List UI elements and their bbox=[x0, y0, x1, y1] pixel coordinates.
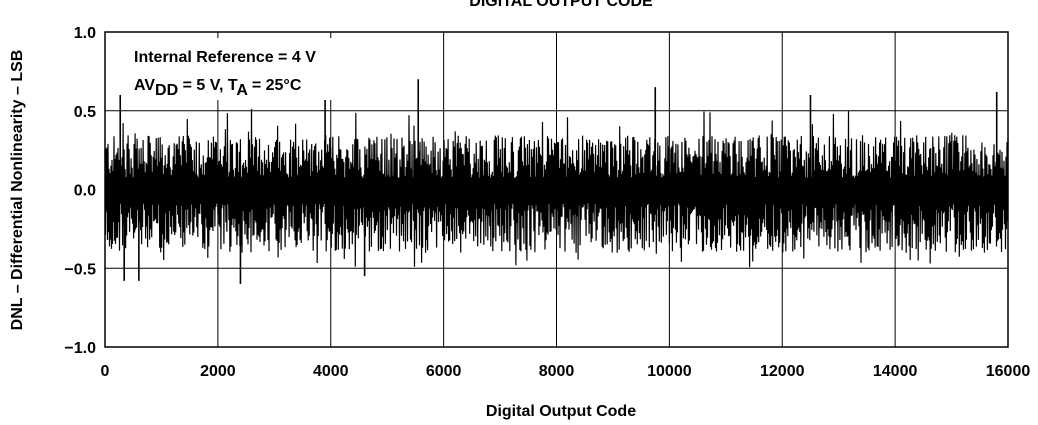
annotation-line-2: AVDD = 5 V, TA = 25°C bbox=[134, 77, 302, 99]
y-axis-title: DNL – Differential Nonlinearity – LSB bbox=[9, 50, 26, 331]
y-tick-labels: 1.0 0.5 0.0 −0.5 −1.0 bbox=[64, 25, 96, 357]
x-tick-label: 4000 bbox=[313, 363, 349, 380]
annotation-av: AV bbox=[134, 77, 155, 94]
y-tick-label: −0.5 bbox=[64, 261, 96, 278]
x-tick-label: 12000 bbox=[760, 363, 805, 380]
plot-frame bbox=[104, 31, 1009, 348]
y-tick-label: 0.5 bbox=[74, 104, 96, 121]
x-tick-labels: 0 2000 4000 6000 8000 10000 12000 14000 16000 bbox=[101, 363, 1031, 380]
annotation-sub-a: A bbox=[236, 82, 248, 99]
dnl-trace bbox=[104, 79, 1009, 284]
x-tick-label: 16000 bbox=[986, 363, 1031, 380]
annotation-sub-dd: DD bbox=[155, 82, 178, 99]
x-tick-label: 8000 bbox=[539, 363, 575, 380]
x-tick-label: 0 bbox=[101, 363, 110, 380]
annotation-line-1: Internal Reference = 4 V bbox=[134, 49, 316, 66]
y-tick-label: 1.0 bbox=[74, 25, 96, 42]
x-tick-label: 2000 bbox=[200, 363, 236, 380]
annotation-suffix: = 25°C bbox=[247, 77, 301, 94]
x-axis-title: Digital Output Code bbox=[486, 403, 636, 420]
x-tick-label: 10000 bbox=[647, 363, 692, 380]
chart-title: DIGITAL OUTPUT CODE bbox=[469, 0, 653, 10]
annotation-background bbox=[128, 38, 390, 100]
y-tick-label: −1.0 bbox=[64, 340, 96, 357]
y-tick-label: 0.0 bbox=[74, 183, 96, 200]
x-tick-label: 6000 bbox=[426, 363, 462, 380]
dnl-series-line bbox=[104, 108, 1009, 268]
annotation-mid: = 5 V, T bbox=[178, 77, 238, 94]
x-tick-label: 14000 bbox=[873, 363, 918, 380]
